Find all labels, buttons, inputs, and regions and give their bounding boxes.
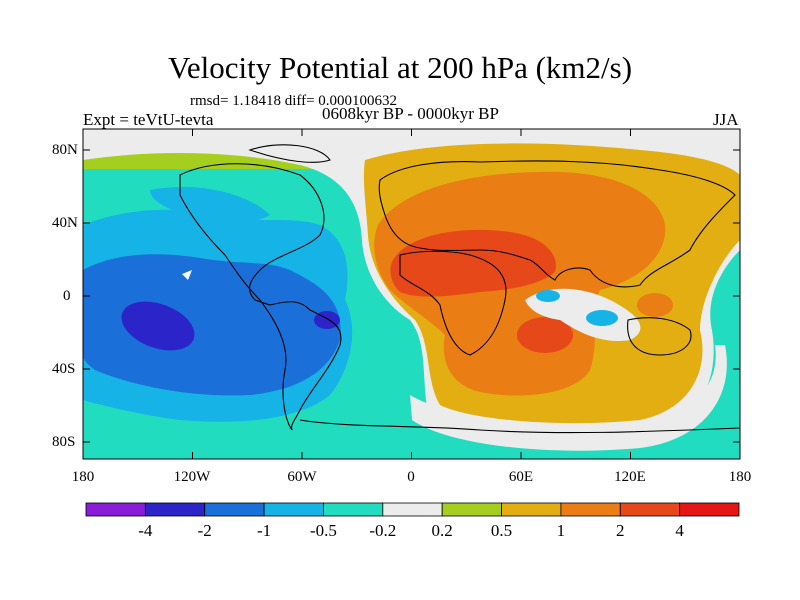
lat-label-eq: 0 [63, 288, 71, 304]
field-level-2-to-4-indian-ocean [517, 317, 573, 353]
colorbar-label-8: 2 [616, 521, 625, 540]
lon-label-180w: 180 [71, 469, 95, 485]
coastline-americas [179, 163, 342, 431]
colorbar-swatch-5 [382, 502, 443, 517]
colorbar-swatch-8 [560, 502, 621, 517]
colorbar-label-3: -0.5 [309, 521, 337, 540]
lon-ticks [192, 129, 631, 459]
colorbar-label-1: -2 [197, 521, 212, 540]
colorbar-swatch-9 [619, 502, 681, 517]
field-level-neg-1-to-neg-0-5-arabian-sea [536, 290, 560, 302]
colorbar [85, 502, 740, 517]
lat-label-80s: 80S [52, 434, 76, 450]
lat-label-40s: 40S [52, 361, 76, 377]
field-marker-arrow [182, 270, 192, 280]
colorbar-swatch-0 [85, 502, 146, 517]
period-label: 0608kyr BP - 0000kyr BP [322, 104, 499, 123]
colorbar-swatch-4 [323, 502, 384, 517]
coastline-australia [627, 317, 692, 356]
colorbar-label-0: -4 [138, 521, 153, 540]
field-level-neg-0-2-to-0-2-south [410, 345, 727, 451]
colorbar-swatch-7 [501, 502, 562, 517]
lat-label-80n: 80N [52, 142, 78, 158]
experiment-label: Expt = teVtU-tevta [83, 110, 214, 129]
colorbar-label-6: 0.5 [490, 521, 513, 540]
colorbar-swatch-1 [144, 502, 206, 517]
colorbar-swatch-3 [263, 502, 324, 517]
coastline-greenland [248, 144, 331, 163]
colorbar-label-2: -1 [256, 521, 272, 540]
colorbar-swatch-2 [204, 502, 265, 517]
lon-label-120e: 120E [614, 469, 646, 485]
lon-label-60w: 60W [287, 469, 317, 485]
field-level-neg-4-to-neg-2-pacific [121, 301, 195, 351]
coastline-eurasia [378, 160, 736, 288]
colorbar-label-9: 4 [675, 521, 684, 540]
colorbar-swatch-10 [679, 502, 740, 517]
lon-label-0: 0 [407, 469, 415, 485]
lon-label-180e: 180 [728, 469, 752, 485]
coastline-africa [399, 250, 507, 356]
map-title: Velocity Potential at 200 hPa (km2/s) [167, 50, 633, 85]
velocity-potential-field [83, 129, 740, 459]
coastline-antarctica [299, 419, 740, 434]
lat-label-40n: 40N [52, 215, 78, 231]
lat-ticks [83, 149, 740, 443]
lon-label-120w: 120W [173, 469, 211, 485]
colorbar-label-4: -0.2 [369, 521, 397, 540]
field-level-neg-0-2-to-0-2-intrusion [525, 288, 641, 341]
season-label: JJA [713, 110, 739, 129]
lon-label-60e: 60E [508, 469, 534, 485]
colorbar-label-5: 0.2 [431, 521, 453, 540]
field-level-neg-1-to-neg-0-5-bay [586, 310, 618, 326]
field-level-1-to-2-pacific-warm [637, 293, 673, 317]
colorbar-label-7: 1 [556, 521, 566, 540]
field-level-2-to-4-africa [390, 229, 556, 297]
colorbar-swatch-6 [441, 502, 502, 517]
field-level-neg-2-to-neg-1 [83, 254, 341, 396]
coastlines [179, 144, 740, 434]
stats-line: rmsd= 1.18418 diff= 0.000100632 [190, 93, 398, 109]
